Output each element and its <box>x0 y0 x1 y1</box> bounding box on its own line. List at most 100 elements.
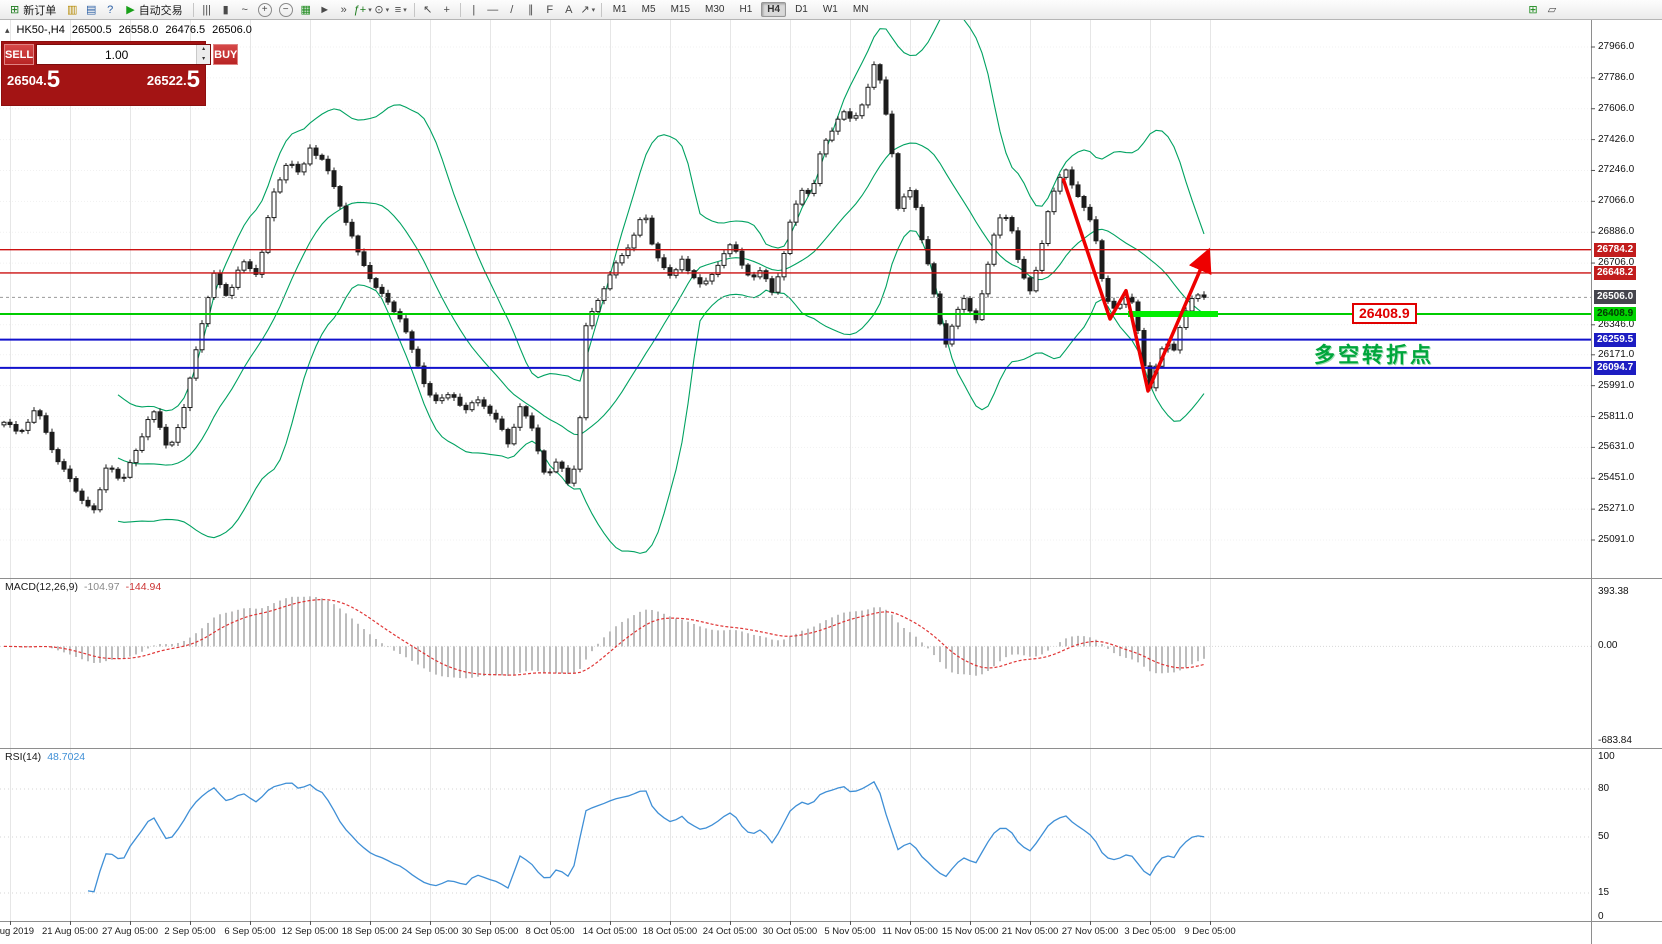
candlestick-chart-icon[interactable]: ▮ <box>217 2 235 18</box>
candle <box>463 404 469 411</box>
timeframe-m1-button[interactable]: M1 <box>612 4 627 15</box>
cursor-icon[interactable]: ↖ <box>419 2 437 18</box>
candle <box>943 323 949 345</box>
volume-input[interactable] <box>37 45 197 64</box>
periods-button[interactable]: ⊙ ▾ <box>373 2 391 18</box>
date-label: 18 Sep 05:00 <box>341 926 399 937</box>
date-label: 24 Sep 05:00 <box>401 926 459 937</box>
terminal-icon[interactable]: ▤ <box>82 2 100 18</box>
timeframe-h4-button[interactable]: H4 <box>761 2 787 17</box>
autotrade-button[interactable]: ▶ 自动交易 <box>120 2 188 18</box>
candle <box>175 427 181 443</box>
candle <box>343 205 349 223</box>
timeframe-h1-button[interactable]: H1 <box>739 4 753 15</box>
date-label: 6 Sep 05:00 <box>224 926 276 937</box>
play-icon: ▶ <box>126 4 135 16</box>
candle <box>907 190 913 198</box>
pivot-point-annotation[interactable]: 多空转折点 <box>1314 344 1434 367</box>
new-order-button[interactable]: ⊞ 新订单 <box>4 2 62 18</box>
candles-layer <box>1 61 1207 514</box>
candle <box>319 154 325 160</box>
timeframe-m30-button[interactable]: M30 <box>705 4 725 15</box>
line-chart-icon[interactable]: ~ <box>236 2 254 18</box>
macd-layer <box>0 596 1591 679</box>
chart-profile-icon[interactable]: ▱ <box>1543 2 1561 18</box>
candle <box>25 421 31 431</box>
tile-windows-icon: ▦ <box>300 4 311 16</box>
candle <box>127 462 133 478</box>
candle <box>787 221 793 255</box>
candle <box>757 270 763 278</box>
charts-grid-icon[interactable]: ▥ <box>63 2 81 18</box>
candle <box>7 421 13 426</box>
fibonacci-icon[interactable]: F <box>541 2 559 18</box>
timeframe-w1-button[interactable]: W1 <box>822 4 838 15</box>
candle <box>775 276 781 293</box>
candle <box>421 365 427 385</box>
vertical-line-icon[interactable]: | <box>465 2 483 18</box>
candle <box>685 258 691 272</box>
volume-decrease-button[interactable]: ▾ <box>197 54 211 64</box>
candle <box>643 217 649 221</box>
timeframe-d1-button[interactable]: D1 <box>795 4 808 15</box>
line-chart-icon: ~ <box>241 3 248 16</box>
trendline-icon[interactable]: / <box>503 2 521 18</box>
timeframe-m5-button[interactable]: M5 <box>641 4 656 15</box>
candle <box>799 189 805 205</box>
volume-increase-button[interactable]: ▴ <box>197 45 211 55</box>
tile-windows-icon[interactable]: ▦ <box>297 2 315 18</box>
candle <box>397 311 403 320</box>
toolbar-separator <box>413 2 415 17</box>
order-prices-row: 26504. 5 26522. 5 <box>4 65 203 92</box>
dropdown-arrow-icon: ▾ <box>385 6 390 14</box>
timeframe-m15-button[interactable]: M15 <box>670 4 691 15</box>
candle <box>199 323 205 351</box>
bar-chart-icon[interactable]: ||| <box>198 2 216 18</box>
candle <box>637 219 643 236</box>
highlight-segment-annotation[interactable] <box>1128 311 1218 318</box>
candle <box>535 427 541 452</box>
crosshair-icon[interactable]: + <box>438 2 456 18</box>
templates-button[interactable]: ≡ ▾ <box>392 2 410 18</box>
candle <box>763 270 769 280</box>
candle <box>307 147 313 165</box>
sell-button[interactable]: SELL <box>4 44 35 65</box>
help-icon[interactable]: ? <box>101 2 119 18</box>
candle <box>979 293 985 321</box>
buy-price: 26522. 5 <box>147 68 200 92</box>
candle <box>487 405 493 414</box>
auto-scroll-icon[interactable]: ► <box>316 2 334 18</box>
candle <box>541 450 547 473</box>
candle <box>931 263 937 295</box>
date-label: 27 Aug 05:00 <box>102 926 158 937</box>
red-arrow-annotation[interactable] <box>1061 177 1212 393</box>
channel-icon[interactable]: ∥ <box>522 2 540 18</box>
chart-shift-icon[interactable]: » <box>335 2 353 18</box>
horizontal-line-icon: — <box>487 3 499 16</box>
macd-main-value: -104.97 <box>83 581 120 593</box>
date-label: 12 Sep 05:00 <box>281 926 339 937</box>
date-label: 15 Nov 05:00 <box>941 926 999 937</box>
candle <box>325 158 331 172</box>
date-label: 5 Nov 05:00 <box>824 926 876 937</box>
text-icon[interactable]: A <box>560 2 578 18</box>
candle <box>973 310 979 321</box>
date-label: 3 Dec 05:00 <box>1124 926 1176 937</box>
arrows-tool-button[interactable]: ↗ ▾ <box>579 2 597 18</box>
candle <box>937 293 943 325</box>
candle <box>133 449 139 464</box>
horizontal-line-icon[interactable]: — <box>484 2 502 18</box>
candle <box>655 243 661 259</box>
ohlc-high: 26558.0 <box>118 24 159 36</box>
candle <box>163 426 169 446</box>
date-label: 2 Sep 05:00 <box>164 926 216 937</box>
buy-button[interactable]: BUY <box>213 44 239 65</box>
indicators-button[interactable]: ƒ+ ▾ <box>354 2 372 18</box>
timeframe-mn-button[interactable]: MN <box>852 4 869 15</box>
price-flag-annotation[interactable]: 26408.9 <box>1352 303 1417 324</box>
new-chart-icon[interactable]: ⊞ <box>1524 2 1542 18</box>
zoom-out-icon[interactable]: − <box>278 2 293 17</box>
zoom-in-icon[interactable]: + <box>257 2 272 17</box>
trendline-icon: / <box>510 3 514 16</box>
